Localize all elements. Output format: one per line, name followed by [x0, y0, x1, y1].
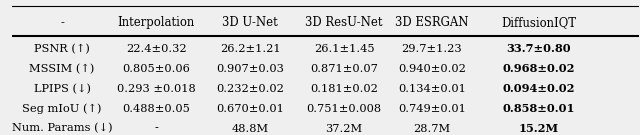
- Text: 3D U-Net: 3D U-Net: [222, 16, 278, 29]
- Text: 15.2M: 15.2M: [518, 123, 559, 134]
- Text: 0.232±0.02: 0.232±0.02: [216, 84, 284, 94]
- Text: 33.7±0.80: 33.7±0.80: [506, 43, 571, 54]
- Text: 48.8M: 48.8M: [232, 124, 269, 134]
- Text: Seg mIoU (↑): Seg mIoU (↑): [22, 103, 102, 114]
- Text: -: -: [154, 124, 158, 134]
- Text: -: -: [60, 16, 64, 29]
- Text: 0.670±0.01: 0.670±0.01: [216, 104, 284, 114]
- Text: 28.7M: 28.7M: [413, 124, 451, 134]
- Text: 22.4±0.32: 22.4±0.32: [126, 44, 186, 54]
- Text: 0.293 ±0.018: 0.293 ±0.018: [116, 84, 195, 94]
- Text: 0.968±0.02: 0.968±0.02: [502, 63, 575, 74]
- Text: DiffusionIQT: DiffusionIQT: [501, 16, 576, 29]
- Text: 0.940±0.02: 0.940±0.02: [398, 64, 466, 74]
- Text: 0.871±0.07: 0.871±0.07: [310, 64, 378, 74]
- Text: 0.134±0.01: 0.134±0.01: [398, 84, 466, 94]
- Text: 0.907±0.03: 0.907±0.03: [216, 64, 284, 74]
- Text: LPIPS (↓): LPIPS (↓): [34, 83, 91, 94]
- Text: 37.2M: 37.2M: [326, 124, 363, 134]
- Text: 0.805±0.06: 0.805±0.06: [122, 64, 190, 74]
- Text: 0.181±0.02: 0.181±0.02: [310, 84, 378, 94]
- Text: MSSIM (↑): MSSIM (↑): [29, 64, 95, 74]
- Text: 0.751±0.008: 0.751±0.008: [307, 104, 381, 114]
- Text: 29.7±1.23: 29.7±1.23: [401, 44, 462, 54]
- Text: Interpolation: Interpolation: [118, 16, 195, 29]
- Text: 3D ESRGAN: 3D ESRGAN: [395, 16, 468, 29]
- Text: Num. Params (↓): Num. Params (↓): [12, 123, 113, 134]
- Text: 0.858±0.01: 0.858±0.01: [502, 103, 575, 114]
- Text: 0.749±0.01: 0.749±0.01: [398, 104, 466, 114]
- Text: 26.2±1.21: 26.2±1.21: [220, 44, 280, 54]
- Text: PSNR (↑): PSNR (↑): [34, 44, 90, 54]
- Text: 26.1±1.45: 26.1±1.45: [314, 44, 374, 54]
- Text: 0.488±0.05: 0.488±0.05: [122, 104, 190, 114]
- Text: 0.094±0.02: 0.094±0.02: [502, 83, 575, 94]
- Text: 3D ResU-Net: 3D ResU-Net: [305, 16, 383, 29]
